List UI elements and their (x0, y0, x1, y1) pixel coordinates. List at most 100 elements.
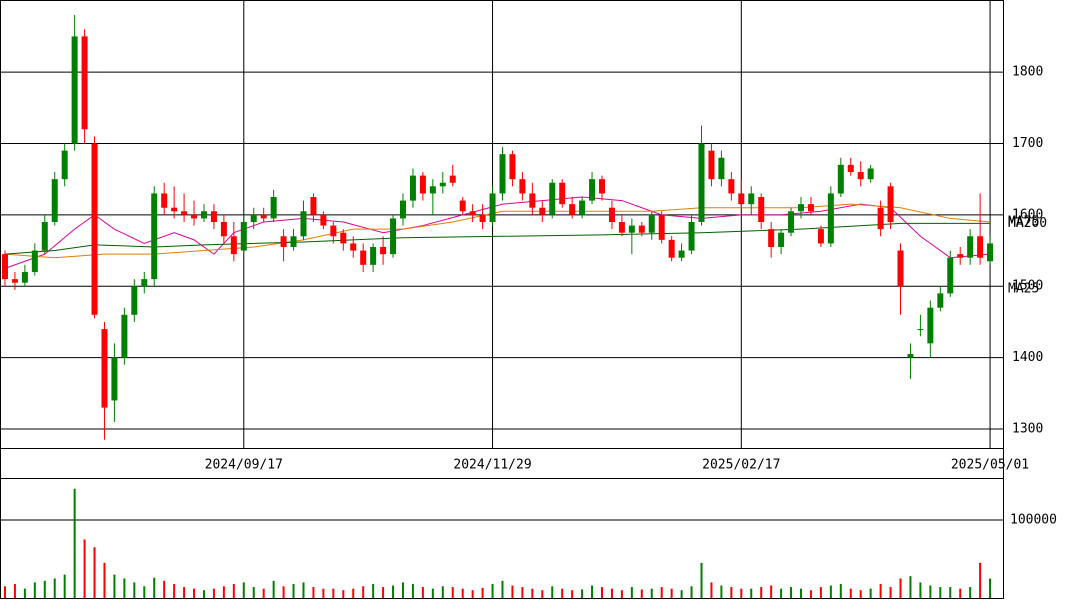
y-tick-label: 1500 (1012, 279, 1043, 294)
candle-body (807, 204, 814, 212)
volume-bar (411, 583, 414, 598)
volume-bar (521, 587, 524, 598)
legend-label: MA25 (1008, 282, 1039, 297)
candle-body (61, 150, 68, 180)
volume-bar (640, 589, 643, 598)
volume-bar (342, 590, 345, 598)
volume-bar (451, 587, 454, 598)
candle-body (181, 211, 188, 215)
candle-body (310, 197, 317, 215)
candle-body (579, 200, 586, 215)
volume-bar (441, 586, 444, 598)
volume-bar (202, 590, 205, 598)
candle-body (678, 250, 685, 258)
candle-body (340, 232, 347, 244)
candle-body (897, 250, 904, 287)
candle-body (499, 154, 506, 194)
x-tick-label: 2025/02/17 (702, 458, 780, 473)
candle-body (957, 254, 964, 258)
candle-body (519, 179, 526, 194)
volume-bar (989, 578, 992, 598)
candle-body (877, 207, 884, 230)
volume-bar (750, 588, 753, 598)
candle-body (360, 250, 367, 265)
candle-body (817, 229, 824, 244)
candle-body (390, 218, 397, 255)
volume-bar (829, 585, 832, 598)
candle-body (937, 293, 944, 308)
candle-body (608, 207, 615, 223)
volume-bar (511, 585, 514, 598)
y-tick-label: 1300 (1012, 422, 1043, 437)
volume-bar (839, 583, 842, 598)
ma-line (4, 203, 991, 259)
volume-bar (93, 547, 96, 598)
candle-body (867, 168, 874, 180)
candle-body (977, 236, 984, 258)
volume-bar (561, 588, 564, 598)
candle-body (429, 186, 436, 194)
volume-bar (461, 588, 464, 598)
volume-bar (282, 586, 285, 598)
candle-body (529, 193, 536, 208)
volume-bar (13, 583, 16, 598)
candle-body (260, 214, 267, 219)
candle-body (947, 257, 954, 294)
candle-body (399, 200, 406, 219)
volume-bar (83, 539, 86, 598)
volume-bar (949, 587, 952, 598)
candle-body (409, 175, 416, 201)
volume-bar (700, 562, 703, 598)
volume-bar (43, 580, 46, 598)
x-tick-label: 2024/11/29 (453, 458, 531, 473)
volume-bar (212, 588, 215, 598)
volume-bar (252, 587, 255, 598)
candle-body (509, 154, 516, 180)
candle-body (967, 236, 974, 258)
volume-bar (809, 590, 812, 598)
volume-bar (770, 585, 773, 598)
candle-body (101, 329, 108, 408)
legend-label: MA75 (1008, 215, 1039, 230)
volume-bar (959, 588, 962, 598)
candle-body (638, 225, 645, 233)
volume-bar (193, 588, 196, 598)
candle-body (81, 36, 88, 130)
volume-bar (232, 583, 235, 598)
candle-body (191, 214, 198, 219)
candle-body (907, 354, 914, 358)
candle-body (748, 193, 755, 205)
volume-bar (790, 587, 793, 598)
volume-bar (909, 576, 912, 598)
volume-bar (650, 588, 653, 598)
candle-body (220, 222, 227, 237)
price-frame (0, 0, 1004, 449)
candle-body (449, 175, 456, 183)
volume-bar (939, 587, 942, 598)
candle-body (618, 222, 625, 233)
candle-body (31, 250, 38, 272)
volume-bar (352, 588, 355, 598)
y-tick-label: 1700 (1012, 136, 1043, 151)
x-tick-label: 2025/05/01 (951, 458, 1029, 473)
volume-bar (551, 586, 554, 598)
volume-bar (919, 582, 922, 598)
candle-body (111, 357, 118, 401)
volume-bar (610, 588, 613, 598)
candle-body (688, 222, 695, 251)
volume-bar (780, 588, 783, 598)
candle-body (330, 225, 337, 237)
volume-bar (740, 588, 743, 598)
volume-bar (372, 583, 375, 598)
volume-bar (869, 588, 872, 598)
candle-body (51, 179, 58, 223)
volume-bar (63, 574, 66, 598)
volume-bar (382, 587, 385, 598)
volume-bar (242, 582, 245, 598)
y-tick-label: 100000 (1010, 512, 1057, 527)
volume-bar (969, 587, 972, 598)
candle-body (200, 211, 207, 219)
y-tick-label: 1800 (1012, 65, 1043, 80)
candle-body (857, 172, 864, 180)
